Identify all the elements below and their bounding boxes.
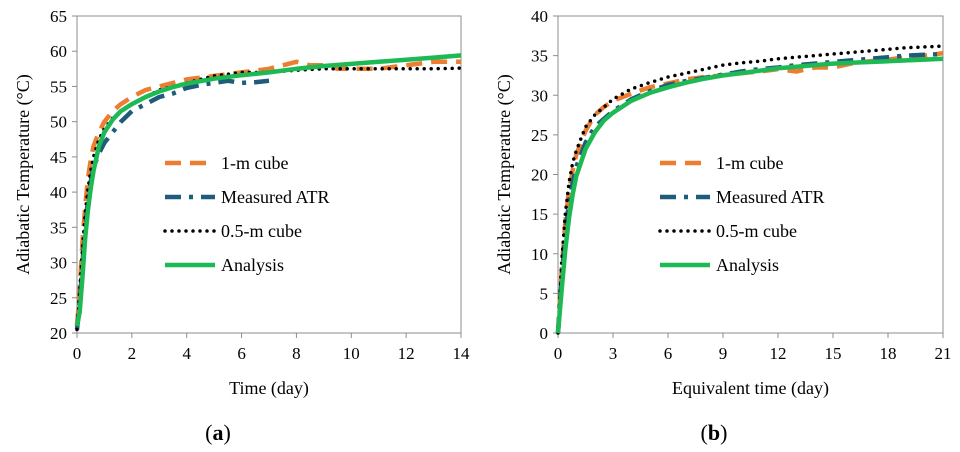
x-tick-label: 8	[292, 344, 301, 363]
y-tick-label: 65	[50, 7, 67, 26]
legend-entry-label: 0.5-m cube	[221, 221, 302, 241]
panel-caption: (a)	[205, 420, 231, 445]
x-tick-label: 4	[182, 344, 191, 363]
legend-entry-label: Analysis	[716, 255, 779, 275]
caption-open-paren: (	[205, 420, 212, 445]
y-tick-label: 60	[50, 42, 67, 61]
caption-open-paren: (	[701, 420, 708, 445]
x-tick-label: 14	[453, 344, 471, 363]
caption-close-paren: )	[224, 420, 231, 445]
y-tick-label: 50	[50, 113, 67, 132]
chart-b-svg: 0 3 6 9 12 15 18 21 0 5 10 15 20 25 30 35 40 Equivalent t…	[494, 7, 952, 445]
x-tick-label: 10	[343, 344, 360, 363]
y-tick-label: 40	[531, 7, 548, 26]
x-axis-label: Equivalent time (day)	[672, 378, 829, 399]
series-line-analysis	[74, 53, 462, 327]
y-tick-label: 10	[531, 245, 548, 264]
caption-letter: a	[213, 420, 224, 445]
y-axis-label: Adiabatic Temperature (°C)	[13, 74, 34, 275]
x-tick-label: 6	[664, 344, 673, 363]
series-line-analysis	[555, 56, 944, 334]
panel-caption: (b)	[701, 420, 728, 445]
y-tick-label: 45	[50, 148, 67, 167]
y-tick-label: 25	[50, 289, 67, 308]
chart-panel-a: 0 2 4 6 8 10 12 14 20 25 30 35 40 45 50 55 60 65 Time (day…	[13, 7, 471, 445]
x-tick-label: 6	[237, 344, 246, 363]
x-tick-label: 9	[719, 344, 728, 363]
plot-area-border	[76, 15, 462, 334]
y-tick-label: 30	[50, 254, 67, 273]
x-tick-label: 0	[73, 344, 82, 363]
y-tick-label: 20	[531, 166, 548, 185]
y-axis-label: Adiabatic Temperature (°C)	[494, 74, 515, 275]
x-tick-label: 21	[935, 344, 952, 363]
x-tick-label: 15	[825, 344, 842, 363]
chart-panel-b: 0 3 6 9 12 15 18 21 0 5 10 15 20 25 30 35 40 Equivalent t…	[480, 0, 960, 452]
y-tick-label: 40	[50, 183, 67, 202]
x-tick-label: 12	[398, 344, 415, 363]
x-axis-label: Time (day)	[229, 378, 309, 399]
caption-letter: b	[708, 420, 720, 445]
y-tick-label: 25	[531, 126, 548, 145]
y-tick-label: 15	[531, 205, 548, 224]
y-tick-label: 55	[50, 77, 67, 96]
caption-close-paren: )	[720, 420, 727, 445]
legend-entry-label: 0.5-m cube	[716, 221, 797, 241]
x-tick-label: 0	[554, 344, 563, 363]
legend-entry-label: Measured ATR	[716, 187, 824, 207]
y-tick-label: 0	[540, 324, 549, 343]
y-tick-label: 35	[531, 47, 548, 66]
y-tick-label: 35	[50, 218, 67, 237]
series-line-1-m-cube	[74, 59, 461, 327]
x-tick-label: 18	[880, 344, 897, 363]
legend-entry-label: Measured ATR	[221, 187, 329, 207]
x-tick-label: 2	[128, 344, 137, 363]
x-tick-label: 12	[770, 344, 787, 363]
y-tick-label: 30	[531, 86, 548, 105]
x-tick-label: 3	[609, 344, 618, 363]
legend-entry-label: Analysis	[221, 255, 284, 275]
chart-a-svg: 0 2 4 6 8 10 12 14 20 25 30 35 40 45 50 55 60 65 Time (day…	[13, 7, 471, 445]
y-tick-label: 5	[540, 284, 549, 303]
y-tick-label: 20	[50, 324, 67, 343]
legend-entry-label: 1-m cube	[716, 153, 783, 173]
series-line-0-5-m-cube	[556, 44, 945, 335]
legend-entry-label: 1-m cube	[221, 153, 288, 173]
